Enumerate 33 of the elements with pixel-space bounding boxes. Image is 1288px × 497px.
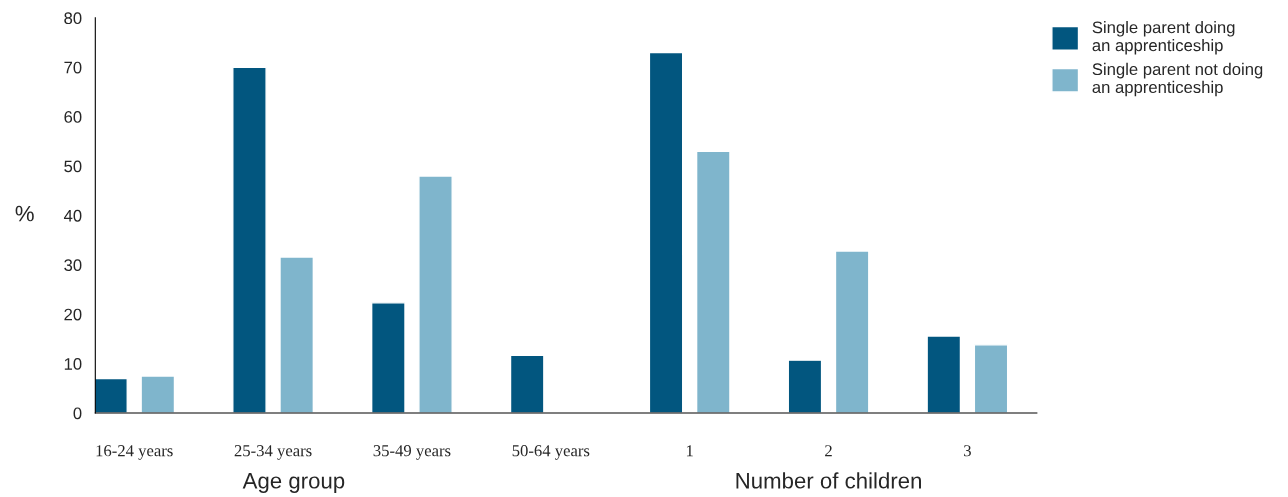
bar bbox=[279, 256, 315, 414]
bar bbox=[648, 51, 684, 414]
y-tick-label: 40 bbox=[63, 209, 82, 222]
legend-label: Single parent not doing an apprenticeship bbox=[1092, 62, 1263, 97]
y-tick-label: 70 bbox=[64, 61, 82, 74]
text: Number of children bbox=[736, 472, 921, 489]
bar bbox=[973, 344, 1009, 414]
bar bbox=[418, 175, 453, 414]
y-tick-label: 50 bbox=[64, 160, 82, 173]
bar bbox=[232, 66, 267, 414]
y-tick-label: 0 bbox=[73, 407, 82, 420]
y-tick-label: 20 bbox=[64, 308, 82, 321]
bar bbox=[834, 250, 870, 414]
x-tick-label: 2 bbox=[825, 445, 832, 457]
x-tick-label: 3 bbox=[964, 445, 971, 457]
x-tick-label: 25-34 years bbox=[234, 445, 312, 460]
y-tick-label: 60 bbox=[64, 111, 82, 123]
y-tick-label: 80 bbox=[64, 12, 82, 25]
bar bbox=[140, 375, 176, 414]
x-tick-label: 1 bbox=[686, 445, 693, 457]
bar bbox=[695, 150, 731, 414]
bar bbox=[509, 354, 545, 414]
bar bbox=[787, 359, 823, 414]
text: Age group bbox=[242, 473, 345, 493]
x-tick-label: 50-64 years bbox=[512, 445, 590, 460]
x-tick-label: 16-24 years bbox=[96, 445, 173, 460]
x-tick-label: 35-49 years bbox=[373, 445, 451, 460]
y-tick-label: 30 bbox=[64, 259, 82, 272]
y-axis-title: % bbox=[15, 205, 34, 222]
y-tick-label: 10 bbox=[64, 358, 82, 370]
bar bbox=[370, 302, 406, 414]
legend-label: Single parent doing an apprenticeship bbox=[1092, 21, 1235, 55]
bar bbox=[926, 335, 962, 414]
